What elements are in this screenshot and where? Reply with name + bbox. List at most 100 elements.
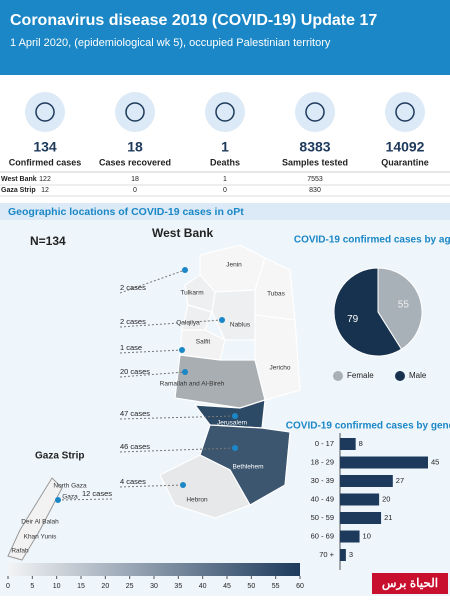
section-band (0, 203, 450, 220)
scale-tick-label: 20 (101, 583, 109, 590)
location-pin (182, 267, 188, 273)
map-gaza-strip: Gaza Strip (35, 451, 84, 462)
region-label: Qalqilya (176, 320, 200, 327)
callout-line (57, 498, 113, 501)
stat-icon (25, 92, 65, 132)
stat-label: Confirmed cases (9, 157, 82, 167)
color-scale (8, 563, 300, 576)
stat-icon (295, 92, 335, 132)
bar-title: COVID-19 confirmed cases by gender (286, 421, 450, 432)
callout-label: 2 cases (120, 283, 146, 292)
callout-label: 2 cases (120, 317, 146, 326)
region-label: Gaza (62, 494, 78, 501)
table-cell: 0 (223, 187, 227, 194)
table-cell: 1 (223, 176, 227, 183)
table-cell: 0 (133, 187, 137, 194)
scale-tick-label: 40 (199, 583, 207, 590)
pie-slice (333, 267, 403, 357)
scale-tick-label: 50 (247, 583, 255, 590)
table-cell: 7553 (307, 176, 323, 183)
table-row-label: West Bank (1, 176, 37, 183)
legend-swatch (333, 371, 343, 381)
stat-icon-glyph (125, 102, 145, 122)
stat-value: 14092 (386, 139, 425, 155)
location-pin (180, 482, 186, 488)
location-pin (219, 317, 225, 323)
stat-label: Cases recovered (99, 157, 171, 167)
region-label: Ramallah and Al-Bireh (160, 381, 225, 388)
pie-title: COVID-19 confirmed cases by age (294, 235, 450, 246)
scale-tick-label: 0 (6, 583, 10, 590)
stat-icon (205, 92, 245, 132)
scale-tick-label: 60 (296, 583, 304, 590)
bar-value-label: 45 (431, 457, 439, 466)
region-label: Jenin (226, 262, 242, 269)
location-pin (232, 445, 238, 451)
callout-line (119, 371, 186, 378)
watermark-box (372, 573, 448, 594)
region-label: Jerusalem (217, 420, 247, 427)
bar (340, 493, 380, 506)
stat-value: 134 (33, 139, 57, 155)
pie-value-label: 55 (398, 299, 410, 310)
callout-line (119, 484, 184, 488)
callout-label: 47 cases (120, 409, 150, 418)
bar (340, 530, 360, 543)
scale-tick-label: 25 (126, 583, 134, 590)
legend-label: Female (347, 371, 374, 380)
table-cell: 12 (41, 187, 49, 194)
bar-category-label: 70 + (319, 550, 334, 559)
callout-label: 46 cases (120, 442, 150, 451)
table-cell: 18 (131, 176, 139, 183)
callout-line (119, 415, 236, 420)
callout-label: 1 case (120, 343, 142, 352)
section-title: Geographic locations of COVID-19 cases i… (8, 206, 244, 218)
region-label: Tulkarm (180, 290, 203, 297)
west-bank-map (159, 244, 301, 519)
callout-line (119, 269, 186, 294)
region-label: Nablus (230, 322, 251, 329)
callout-label: 4 cases (120, 477, 146, 486)
region-jerusalem (193, 399, 266, 429)
bar-value-label: 27 (396, 476, 404, 485)
table-row-label: Gaza Strip (1, 187, 36, 194)
stat-label: Samples tested (282, 157, 348, 167)
region-nablus (211, 289, 256, 341)
map-west-bank: West Bank (152, 226, 213, 240)
bar-value-label: 10 (363, 531, 371, 540)
gaza-map (7, 477, 63, 561)
bar-category-label: 60 - 69 (311, 531, 334, 540)
location-pin (182, 369, 188, 375)
region-label: Salfit (196, 339, 211, 346)
scale-tick-label: 55 (272, 583, 280, 590)
scale-tick-label: 35 (174, 583, 182, 590)
location-pin (55, 497, 61, 503)
legend-swatch (395, 371, 405, 381)
callout-line (119, 447, 236, 453)
subtitle: 1 April 2020, (epidemiological wk 5), oc… (10, 37, 331, 49)
table-cell: 830 (309, 187, 321, 194)
stat-label: Deaths (210, 157, 240, 167)
stat-value: 18 (127, 139, 143, 155)
bar-category-label: 30 - 39 (311, 476, 334, 485)
region-label: Bethlehem (232, 464, 263, 471)
scale-tick-label: 30 (150, 583, 158, 590)
stat-icon-glyph (215, 102, 235, 122)
stat-value: 1 (221, 139, 229, 155)
scale-tick-label: 45 (223, 583, 231, 590)
bar-value-label: 21 (384, 513, 392, 522)
region-label: Rafah (11, 548, 29, 555)
bar-category-label: 0 - 17 (315, 439, 334, 448)
map-total: N=134 (30, 234, 66, 248)
callout-line (119, 319, 223, 328)
scale-tick-label: 15 (77, 583, 85, 590)
bar-category-label: 50 - 59 (311, 513, 334, 522)
scale-tick-label: 10 (53, 583, 61, 590)
stat-icon (385, 92, 425, 132)
region-label: Jericho (270, 365, 291, 372)
region-label: Hebron (186, 497, 208, 504)
pie-value-label: 79 (347, 314, 359, 325)
region-label: Deir Al Balah (21, 519, 59, 526)
callout-label: 20 cases (120, 367, 150, 376)
